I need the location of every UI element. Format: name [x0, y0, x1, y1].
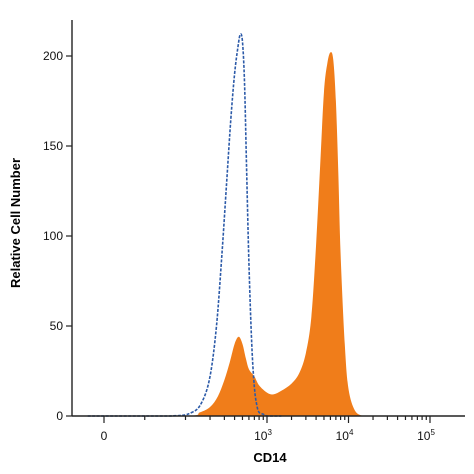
x-axis-title: CD14: [253, 450, 287, 465]
x-axis-ticks: 0 103 104 105: [101, 416, 435, 443]
y-tick-label: 150: [43, 139, 63, 153]
plot-area: [87, 33, 363, 417]
y-tick-label: 0: [56, 409, 63, 423]
x-tick-label: 0: [101, 429, 108, 443]
y-tick-label: 200: [43, 49, 63, 63]
x-tick-base: 10: [417, 429, 431, 443]
x-tick-base: 10: [336, 429, 350, 443]
x-tick-label: 103: [254, 428, 272, 443]
isotype-histogram-outline: [87, 33, 282, 417]
axes: [71, 20, 465, 417]
y-axis-title: Relative Cell Number: [8, 158, 23, 288]
x-tick-label: 104: [336, 428, 354, 443]
x-tick-base: 0: [101, 429, 108, 443]
x-tick-base: 10: [254, 429, 268, 443]
y-axis-ticks: 0 50 100 150 200: [43, 49, 72, 423]
x-tick-exponent: 3: [267, 428, 272, 437]
x-tick-exponent: 5: [430, 428, 435, 437]
x-tick-label: 105: [417, 428, 435, 443]
y-tick-label: 100: [43, 229, 63, 243]
sample-histogram-area: [87, 52, 363, 417]
y-tick-label: 50: [50, 319, 64, 333]
x-tick-exponent: 4: [349, 428, 354, 437]
